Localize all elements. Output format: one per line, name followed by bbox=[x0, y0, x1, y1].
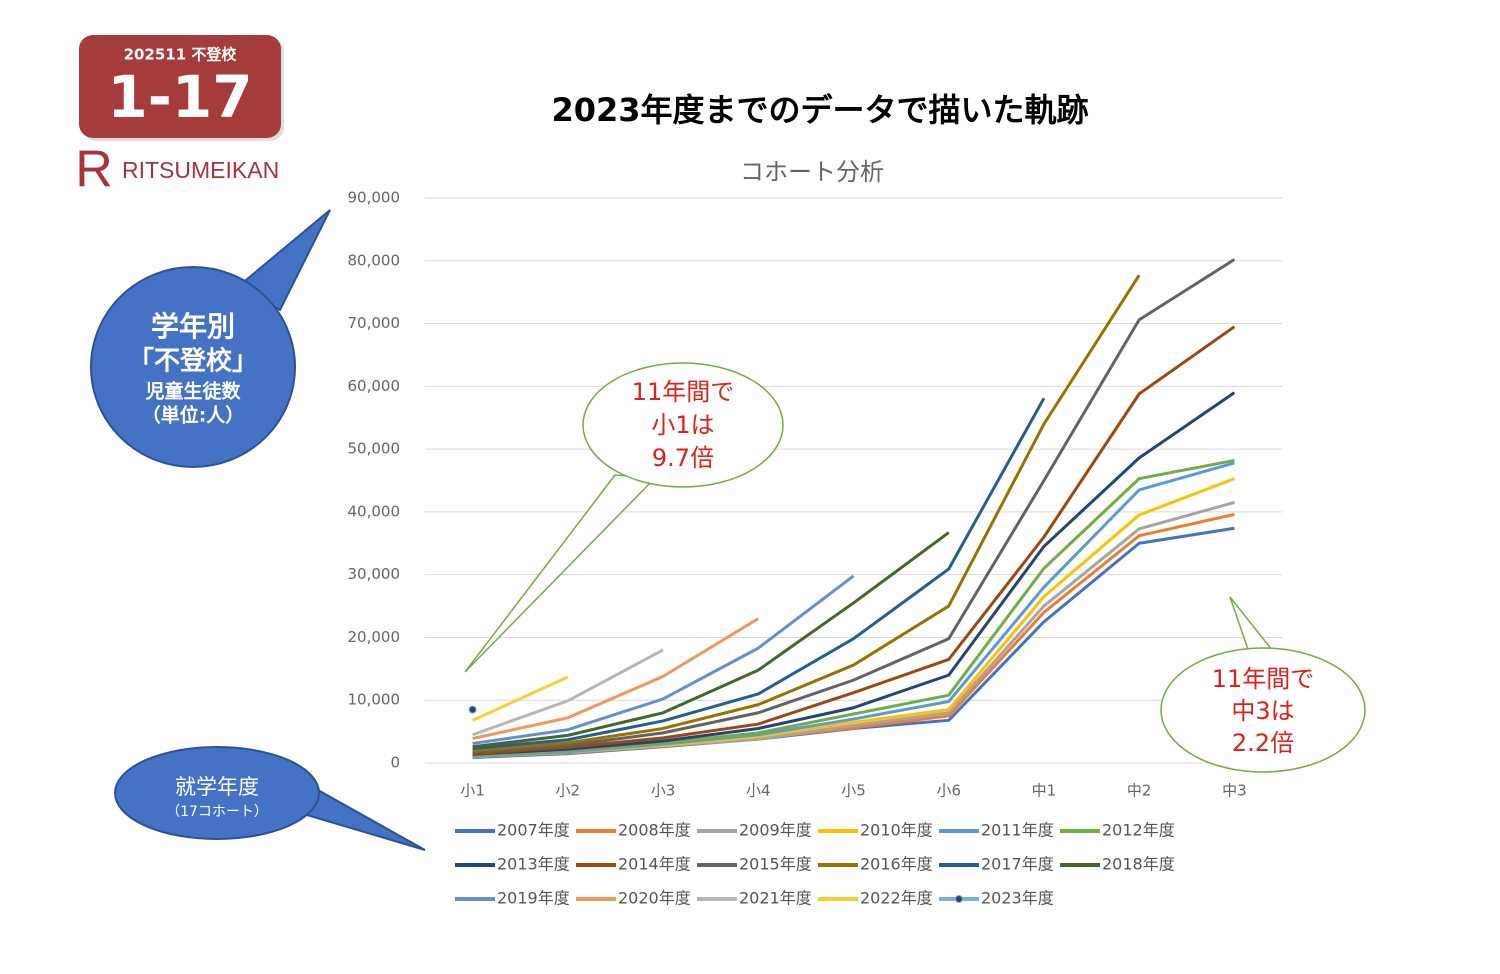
callout-text: （17コホート） bbox=[166, 804, 268, 820]
note-text: 11年間で bbox=[632, 378, 735, 406]
legend-label: 2015年度 bbox=[739, 855, 812, 874]
y-tick-label: 10,000 bbox=[348, 691, 401, 709]
legend-label: 2008年度 bbox=[618, 821, 691, 840]
series-line bbox=[472, 391, 1236, 756]
note-text: 小1は bbox=[651, 411, 714, 439]
note-text: 中3は bbox=[1231, 697, 1294, 725]
callout-text: （単位:人） bbox=[142, 404, 245, 427]
y-tick-label: 50,000 bbox=[348, 440, 401, 458]
note-pointer bbox=[464, 474, 657, 673]
y-tick-label: 70,000 bbox=[348, 314, 401, 332]
legend-label: 2021年度 bbox=[739, 889, 812, 908]
series-line bbox=[472, 617, 760, 740]
chart-title: コホート分析 bbox=[740, 158, 884, 186]
x-tick-label: 小3 bbox=[651, 782, 676, 800]
legend-label: 2007年度 bbox=[497, 821, 570, 840]
point bbox=[468, 705, 477, 714]
y-tick-label: 0 bbox=[390, 754, 400, 772]
y-tick-label: 90,000 bbox=[348, 189, 401, 207]
note-text: 11年間で bbox=[1212, 665, 1315, 693]
x-tick-label: 小2 bbox=[556, 782, 581, 800]
legend-label: 2020年度 bbox=[618, 889, 691, 908]
legend-label: 2014年度 bbox=[618, 855, 691, 874]
callout-text: 「不登校」 bbox=[128, 346, 258, 377]
plot: 0 10,000 20,000 30,000 40,000 50,000 60,000 70,… bbox=[348, 189, 1282, 908]
series-line bbox=[472, 397, 1046, 751]
logo-letter: R bbox=[75, 141, 113, 199]
series-line bbox=[472, 648, 664, 737]
x-tick-label: 中3 bbox=[1222, 782, 1247, 800]
series-line bbox=[471, 675, 569, 722]
legend-label: 2022年度 bbox=[860, 889, 933, 908]
x-tick-label: 小6 bbox=[936, 782, 961, 800]
callout-text: 学年別 bbox=[151, 310, 235, 343]
legend-label: 2010年度 bbox=[860, 821, 933, 840]
y-tick-label: 60,000 bbox=[348, 377, 401, 395]
series-line bbox=[472, 531, 950, 749]
main-title: 2023年度までのデータで描いた軌跡 bbox=[551, 91, 1088, 129]
x-tick-label: 小4 bbox=[746, 782, 771, 800]
y-tick-label: 80,000 bbox=[348, 251, 401, 269]
legend-label: 2019年度 bbox=[497, 889, 570, 908]
legend-label: 2016年度 bbox=[860, 855, 933, 874]
note-text: 2.2倍 bbox=[1232, 729, 1294, 757]
series-line bbox=[472, 574, 855, 746]
x-tick-label: 中1 bbox=[1032, 782, 1057, 800]
callout-text: 就学年度 bbox=[175, 775, 259, 799]
note-text: 9.7倍 bbox=[652, 444, 714, 472]
legend-label: 2011年度 bbox=[981, 821, 1054, 840]
callout-bubble bbox=[90, 266, 296, 468]
logo-text: RITSUMEIKAN bbox=[122, 157, 279, 183]
legend-marker bbox=[955, 895, 963, 903]
legend-label: 2009年度 bbox=[739, 821, 812, 840]
legend-label: 2018年度 bbox=[1102, 855, 1175, 874]
series-line bbox=[472, 461, 1235, 758]
badge bbox=[79, 35, 281, 138]
series-line bbox=[472, 325, 1236, 756]
x-tick-label: 中2 bbox=[1127, 782, 1152, 800]
legend-label: 2012年度 bbox=[1102, 821, 1175, 840]
series-line bbox=[472, 258, 1236, 754]
series-line bbox=[472, 458, 1235, 757]
note-bubble bbox=[582, 362, 784, 488]
callout-text: 児童生徒数 bbox=[144, 380, 241, 403]
note-bubble bbox=[1160, 647, 1366, 773]
badge-number: 1-17 bbox=[107, 63, 252, 131]
y-tick-label: 30,000 bbox=[348, 565, 401, 583]
badge-code: 202511 不登校 bbox=[124, 46, 238, 64]
x-tick-label: 小1 bbox=[460, 782, 485, 800]
legend-label: 2013年度 bbox=[497, 855, 570, 874]
y-tick-label: 40,000 bbox=[348, 502, 401, 520]
callout-bubble bbox=[114, 746, 320, 840]
legend-label: 2017年度 bbox=[981, 855, 1054, 874]
x-tick-label: 小5 bbox=[841, 782, 866, 800]
y-tick-label: 20,000 bbox=[348, 628, 401, 646]
series-line bbox=[472, 274, 1141, 752]
legend-label: 2023年度 bbox=[981, 889, 1054, 908]
